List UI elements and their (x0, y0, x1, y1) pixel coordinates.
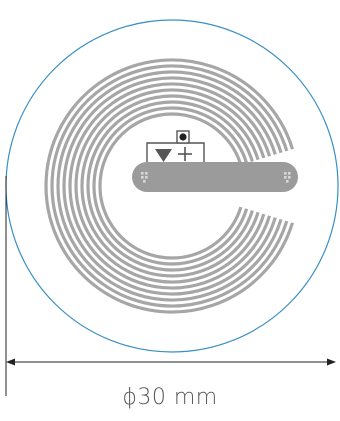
plus-icon (178, 147, 192, 161)
antenna-coil (44, 58, 295, 314)
coil-ring (98, 112, 243, 260)
coil-ring (50, 64, 289, 308)
chip-module (146, 130, 205, 162)
ic-chip-die (179, 133, 187, 141)
antenna-bridge (132, 162, 298, 192)
diameter-label: ϕ30 mm (122, 385, 218, 410)
right-arrow-head (327, 358, 336, 366)
coil-ring (92, 106, 249, 266)
left-pad-mark (141, 172, 148, 183)
coil-ring (80, 94, 260, 278)
bridge-strip (132, 162, 298, 192)
triangle-down-icon (155, 149, 172, 162)
coil-ring (44, 58, 295, 314)
left-arrow-head (6, 358, 15, 366)
coil-ring (74, 88, 266, 284)
double-arrow-icon (6, 358, 336, 366)
coil-ring (68, 82, 272, 290)
coil-ring (86, 100, 254, 272)
coil-ring (56, 70, 283, 302)
right-pad-mark (284, 172, 291, 183)
coil-ring (62, 76, 277, 296)
chip-lead-frame (146, 142, 205, 162)
